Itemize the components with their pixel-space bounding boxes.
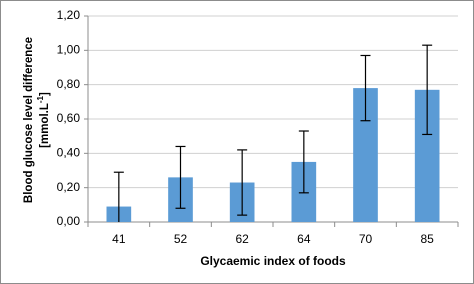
x-tick-label: 85	[420, 232, 434, 246]
x-tick-label: 70	[359, 232, 373, 246]
x-tick-label: 62	[235, 232, 249, 246]
x-tick-label: 41	[112, 232, 126, 246]
y-tick-label: 1,00	[57, 43, 81, 57]
y-axis-title: Blood glucose level difference	[23, 37, 35, 203]
error-bar	[113, 171, 124, 222]
y-tick-label: 0,60	[57, 111, 81, 125]
x-tick-label: 64	[297, 232, 311, 246]
error-bar	[298, 130, 309, 194]
unit-bracket: ]	[39, 92, 51, 96]
x-axis-title: Glycaemic index of foods	[200, 254, 346, 268]
error-bar	[175, 145, 186, 209]
unit-text: [mmol.L	[39, 103, 51, 148]
y-tick-label: 0,40	[57, 146, 81, 160]
error-bar	[360, 54, 371, 122]
y-tick-label: 1,20	[57, 8, 81, 22]
error-bar	[237, 149, 248, 216]
x-tick-label: 52	[174, 232, 188, 246]
unit-exponent: -1	[36, 95, 45, 103]
error-bar	[422, 44, 433, 136]
y-axis-unit: [mmol.L-1]	[36, 92, 51, 148]
y-tick-label: 0,00	[57, 214, 81, 228]
plot-area	[106, 44, 440, 222]
y-tick-label: 0,80	[57, 77, 81, 91]
y-tick-label: 0,20	[57, 180, 81, 194]
